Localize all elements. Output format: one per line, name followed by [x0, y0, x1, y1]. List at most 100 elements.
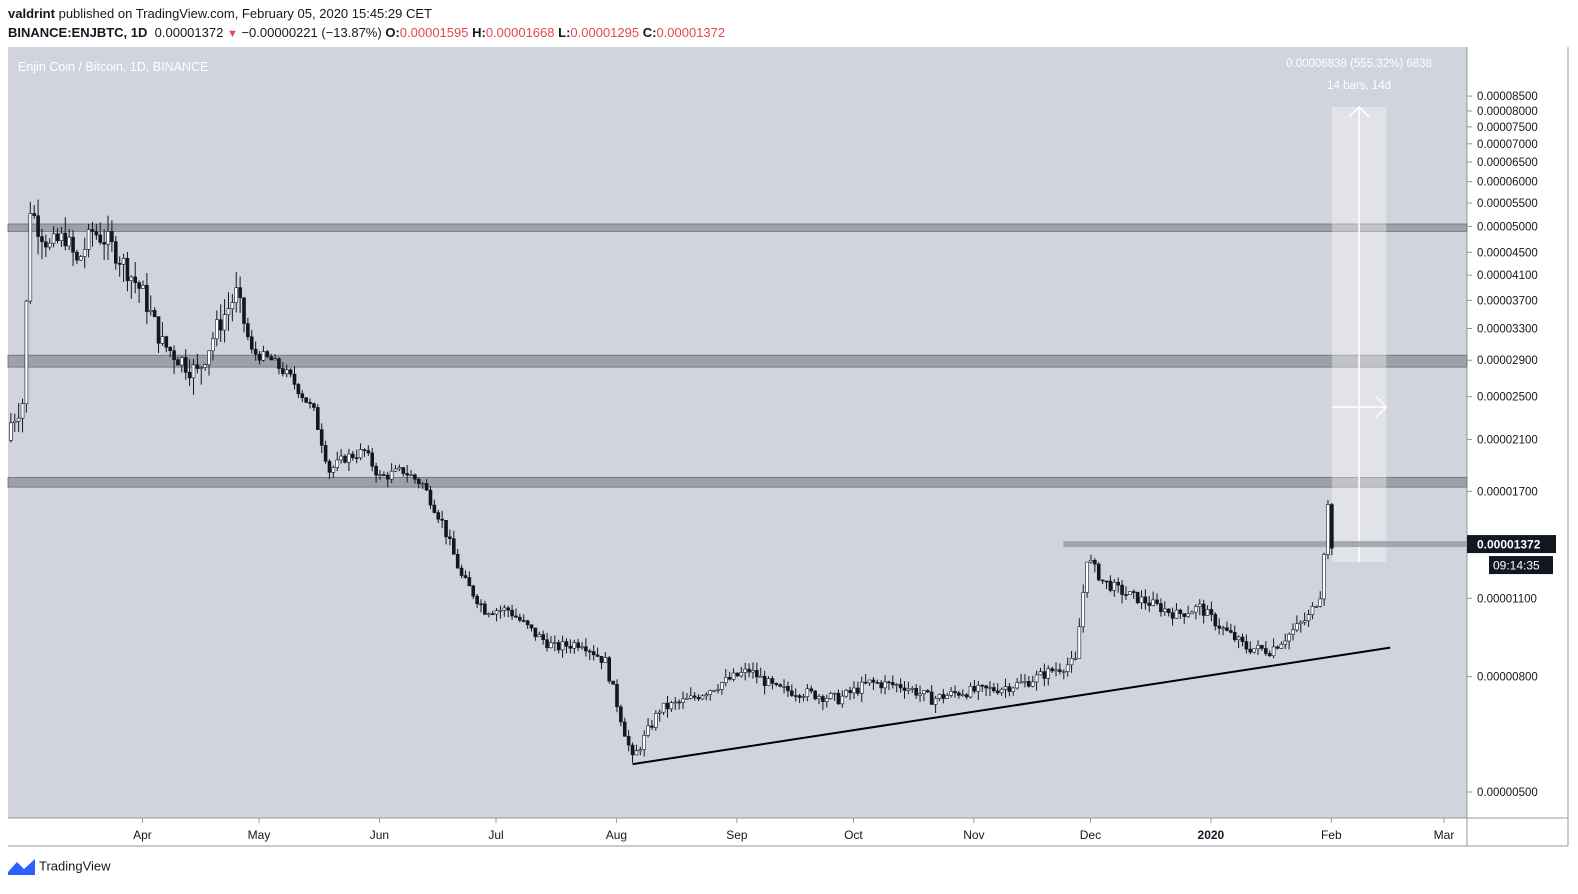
candle-body: [1291, 629, 1295, 635]
candle-body: [401, 467, 406, 474]
candle-body: [1038, 671, 1043, 676]
candle-body: [483, 603, 487, 615]
price-tick-label: 0.00007500: [1477, 122, 1538, 134]
candle-body: [366, 450, 371, 454]
candle-body: [1267, 653, 1272, 657]
support-trendline[interactable]: [632, 646, 1391, 766]
candle-body: [747, 668, 751, 673]
candle-body: [479, 603, 483, 606]
high-value: 0.00001668: [485, 25, 555, 40]
price-tick-label: 0.00000500: [1477, 787, 1538, 799]
candle-body: [1174, 609, 1179, 619]
candle-body: [121, 257, 126, 265]
candle-body: [455, 553, 460, 569]
author[interactable]: valdrint: [8, 6, 55, 21]
candle-body: [521, 620, 526, 622]
candle-body: [689, 695, 693, 699]
candle-body: [463, 575, 468, 578]
candle-body: [626, 736, 631, 746]
candle-body: [265, 351, 270, 357]
candle-body: [409, 474, 413, 477]
candle-body: [902, 687, 907, 691]
candle-body: [743, 668, 747, 673]
candle-body: [848, 690, 852, 694]
candle-body: [580, 646, 584, 649]
candle-body: [117, 263, 122, 265]
candle-body: [203, 364, 207, 368]
candle-body: [681, 698, 685, 703]
candle-body: [32, 213, 36, 216]
candle-body: [1264, 648, 1268, 654]
candle-body: [71, 236, 75, 253]
candle-body: [615, 683, 619, 708]
candle-body: [883, 681, 887, 689]
candle-body: [770, 678, 775, 684]
candle-body: [549, 642, 553, 649]
time-tick-label: 2020: [1198, 828, 1225, 842]
price-axis[interactable]: [1467, 47, 1568, 818]
candle-body: [145, 284, 149, 312]
time-tick-label: Jul: [488, 828, 503, 842]
candle-body: [537, 634, 542, 638]
candle-body: [840, 695, 845, 705]
last-price-tag[interactable]: [1467, 535, 1556, 554]
resistance-zone-3[interactable]: [7, 476, 1468, 488]
candle-body: [323, 445, 328, 462]
candle-body: [475, 595, 479, 605]
candle-body: [1322, 554, 1326, 600]
candle-body: [821, 696, 825, 702]
candles[interactable]: [9, 199, 1334, 763]
time-tick-label: Nov: [963, 828, 984, 842]
candle-body: [378, 474, 382, 477]
candle-body: [137, 282, 141, 289]
candle-body: [362, 449, 367, 451]
candle-body: [1190, 611, 1194, 615]
candle-body: [960, 694, 965, 697]
candle-body: [358, 449, 363, 459]
candle-body: [269, 356, 273, 361]
candle-body: [696, 697, 701, 700]
resistance-zone-1[interactable]: [7, 223, 1468, 232]
candle-body: [1260, 645, 1264, 649]
countdown-label: 09:14:35: [1493, 559, 1540, 573]
candle-body: [1023, 681, 1027, 683]
candle-body: [619, 706, 623, 723]
candle-body: [47, 242, 52, 248]
countdown-tag: [1489, 556, 1553, 575]
candle-body: [253, 348, 258, 355]
resistance-zone-2[interactable]: [7, 354, 1468, 368]
candle-body: [467, 577, 472, 587]
last-value: 0.00001372: [154, 25, 224, 40]
candle-body: [1100, 579, 1105, 582]
candle-body: [910, 688, 915, 690]
candle-body: [533, 627, 538, 638]
candle-body: [374, 465, 378, 476]
candle-body: [1019, 681, 1023, 684]
candle-body: [782, 686, 786, 688]
candle-body: [288, 369, 293, 375]
candle-body: [215, 319, 219, 340]
candle-body: [673, 701, 678, 704]
symbol[interactable]: BINANCE:ENJBTC, 1D: [8, 25, 148, 40]
candle-body: [1287, 633, 1291, 642]
price-tick-label: 0.00005500: [1477, 198, 1538, 210]
price-tick-label: 0.00000800: [1477, 672, 1538, 684]
price-tick-label: 0.00002100: [1477, 435, 1538, 447]
candle-body: [12, 421, 17, 424]
horizontal-level-line[interactable]: [1063, 541, 1467, 548]
plot-area[interactable]: [8, 47, 1467, 818]
candle-body: [937, 694, 942, 699]
candle-body: [350, 453, 355, 459]
candle-body: [875, 681, 880, 684]
candle-body: [218, 319, 223, 331]
candle-body: [1027, 681, 1031, 687]
candle-body: [824, 698, 829, 702]
candle-body: [1081, 592, 1086, 628]
candle-body: [405, 473, 409, 476]
brand-name[interactable]: TradingView: [39, 858, 111, 874]
last-price-label: 0.00001372: [1477, 538, 1541, 552]
candle-body: [1221, 627, 1225, 630]
candle-body: [1209, 609, 1214, 615]
candle-body: [180, 357, 184, 366]
